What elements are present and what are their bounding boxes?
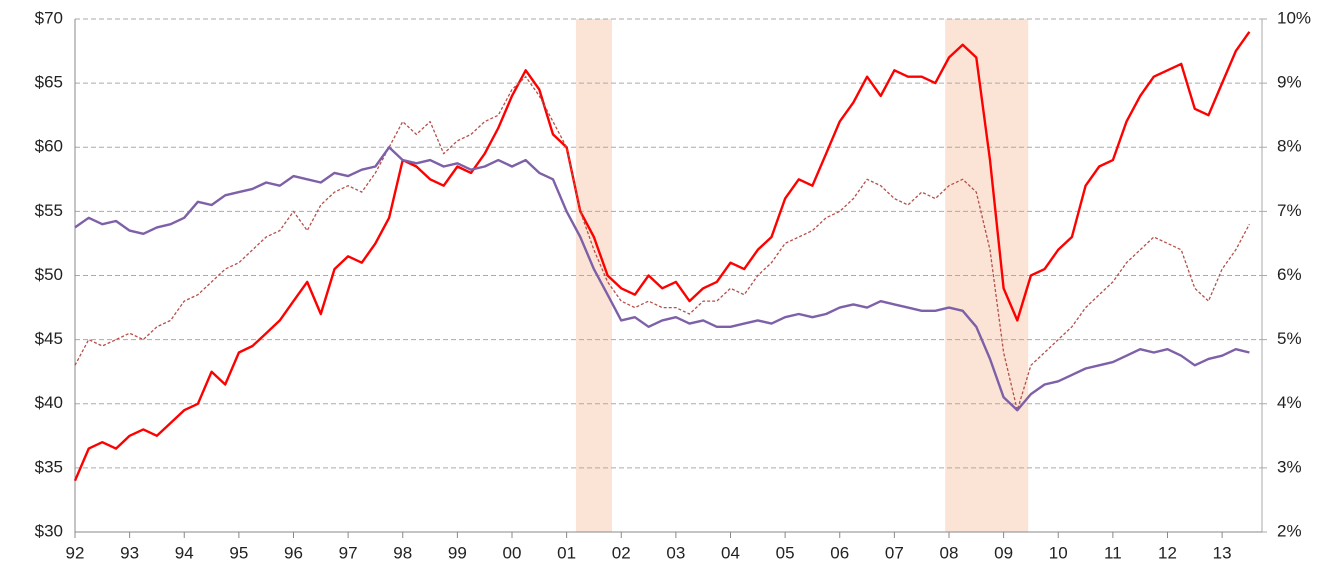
x-tick-label: 98 [393, 543, 412, 562]
x-tick-label: 11 [1104, 543, 1122, 562]
x-tick-label: 05 [776, 543, 795, 562]
y2-tick-label: 2% [1277, 521, 1302, 540]
x-tick-label: 94 [175, 543, 194, 562]
x-tick-label: 95 [229, 543, 248, 562]
y2-tick-label: 4% [1277, 393, 1302, 412]
x-tick-label: 01 [557, 543, 576, 562]
y-tick-label: $40 [35, 393, 63, 412]
y2-tick-label: 10% [1277, 8, 1311, 27]
y2-tick-label: 5% [1277, 329, 1302, 348]
y-tick-label: $35 [35, 457, 63, 476]
y-tick-label: $55 [35, 201, 63, 220]
x-tick-label: 06 [830, 543, 849, 562]
y2-tick-label: 7% [1277, 201, 1302, 220]
x-tick-label: 92 [66, 543, 85, 562]
x-tick-label: 99 [448, 543, 467, 562]
x-tick-label: 03 [666, 543, 685, 562]
series-line [74, 146, 1250, 412]
y-tick-label: $60 [35, 137, 63, 156]
x-tick-label: 96 [284, 543, 303, 562]
y-tick-label: $65 [35, 73, 63, 92]
y-tick-label: $70 [35, 8, 63, 27]
series-line [74, 76, 1250, 411]
x-tick-label: 00 [503, 543, 522, 562]
x-tick-label: 02 [612, 543, 631, 562]
x-tick-label: 04 [721, 543, 740, 562]
x-tick-label: 97 [339, 543, 358, 562]
y-tick-label: $45 [35, 329, 63, 348]
y2-tick-label: 8% [1277, 137, 1302, 156]
x-tick-label: 07 [885, 543, 904, 562]
x-tick-label: 93 [120, 543, 139, 562]
y2-tick-label: 3% [1277, 457, 1302, 476]
y2-tick-label: 9% [1277, 73, 1302, 92]
x-tick-label: 13 [1213, 543, 1232, 562]
x-tick-label: 08 [940, 543, 959, 562]
x-tick-label: 12 [1158, 543, 1177, 562]
series-line [73, 31, 1251, 482]
x-tick-label: 09 [994, 543, 1013, 562]
y2-tick-label: 6% [1277, 265, 1302, 284]
y-tick-label: $50 [35, 265, 63, 284]
x-tick-label: 10 [1049, 543, 1068, 562]
y-tick-label: $30 [35, 521, 63, 540]
